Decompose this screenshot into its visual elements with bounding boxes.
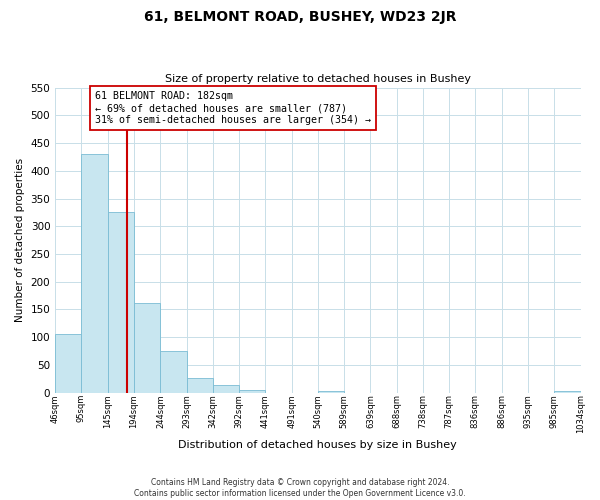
Bar (212, 386, 239, 392)
Text: 61, BELMONT ROAD, BUSHEY, WD23 2JR: 61, BELMONT ROAD, BUSHEY, WD23 2JR (144, 10, 456, 24)
Bar (554, 391, 581, 392)
Bar (160, 351, 187, 393)
Text: 61 BELMONT ROAD: 182sqm
← 69% of detached houses are smaller (787)
31% of semi-d: 61 BELMONT ROAD: 182sqm ← 69% of detache… (95, 92, 371, 124)
Bar (239, 390, 265, 392)
Y-axis label: Number of detached properties: Number of detached properties (15, 158, 25, 322)
Bar (318, 391, 344, 392)
X-axis label: Distribution of detached houses by size in Bushey: Distribution of detached houses by size … (178, 440, 457, 450)
Bar (134, 303, 160, 392)
Text: Contains HM Land Registry data © Crown copyright and database right 2024.
Contai: Contains HM Land Registry data © Crown c… (134, 478, 466, 498)
Bar (81, 154, 108, 392)
Bar (108, 212, 134, 392)
Bar (55, 334, 81, 392)
Bar (187, 378, 212, 392)
Title: Size of property relative to detached houses in Bushey: Size of property relative to detached ho… (165, 74, 471, 84)
